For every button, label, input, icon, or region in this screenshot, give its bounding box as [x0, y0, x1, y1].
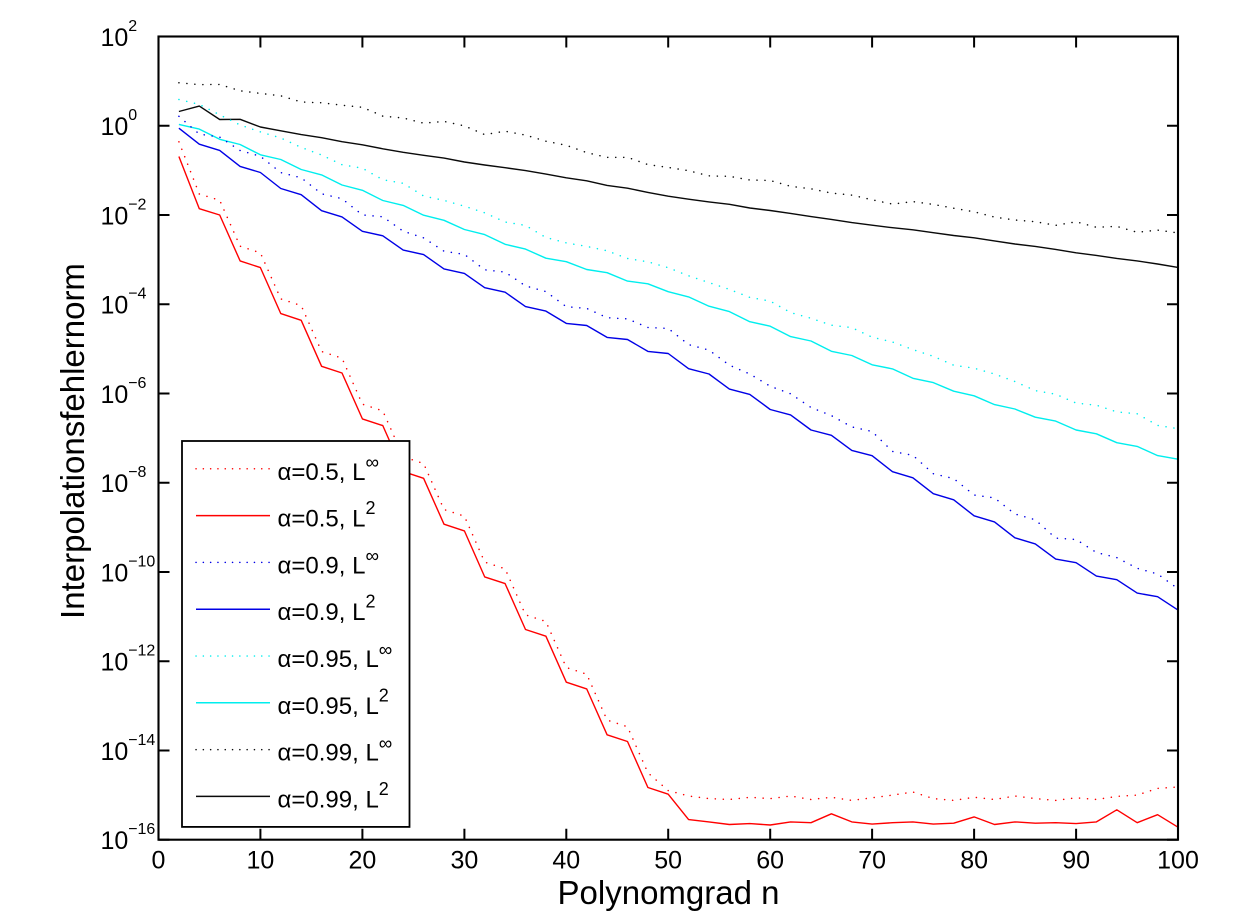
svg-text:10: 10 [101, 203, 129, 231]
svg-text:100: 100 [1157, 847, 1199, 875]
svg-text:70: 70 [858, 847, 886, 875]
svg-text:Polynomgrad n: Polynomgrad n [558, 874, 780, 911]
svg-text:−16: −16 [128, 821, 155, 838]
svg-text:−10: −10 [128, 554, 155, 571]
svg-text:90: 90 [1062, 847, 1090, 875]
svg-text:10: 10 [101, 560, 129, 588]
svg-text:10: 10 [101, 113, 129, 141]
svg-text:40: 40 [552, 847, 580, 875]
svg-text:30: 30 [450, 847, 478, 875]
svg-text:2: 2 [128, 18, 137, 35]
svg-text:−12: −12 [128, 643, 155, 660]
svg-text:α=0.99, L∞: α=0.99, L∞ [278, 733, 393, 766]
svg-text:0: 0 [152, 847, 166, 875]
svg-text:10: 10 [101, 649, 129, 677]
svg-text:α=0.5, L∞: α=0.5, L∞ [278, 453, 379, 486]
svg-text:60: 60 [756, 847, 784, 875]
svg-text:−6: −6 [128, 375, 146, 392]
svg-text:50: 50 [654, 847, 682, 875]
svg-text:α=0.9, L∞: α=0.9, L∞ [278, 546, 379, 579]
svg-text:α=0.95, L∞: α=0.95, L∞ [278, 640, 393, 673]
svg-text:20: 20 [348, 847, 376, 875]
svg-text:0: 0 [128, 107, 137, 124]
svg-text:−2: −2 [128, 197, 146, 214]
svg-text:10: 10 [246, 847, 274, 875]
svg-text:80: 80 [960, 847, 988, 875]
svg-text:10: 10 [101, 292, 129, 320]
svg-text:10: 10 [101, 24, 129, 52]
svg-text:10: 10 [101, 470, 129, 498]
svg-text:Interpolationsfehlernorm: Interpolationsfehlernorm [54, 263, 91, 619]
svg-text:10: 10 [101, 827, 129, 855]
svg-text:−4: −4 [128, 286, 146, 303]
svg-text:−14: −14 [128, 732, 155, 749]
svg-text:10: 10 [101, 738, 129, 766]
svg-text:10: 10 [101, 381, 129, 409]
svg-text:−8: −8 [128, 464, 146, 481]
